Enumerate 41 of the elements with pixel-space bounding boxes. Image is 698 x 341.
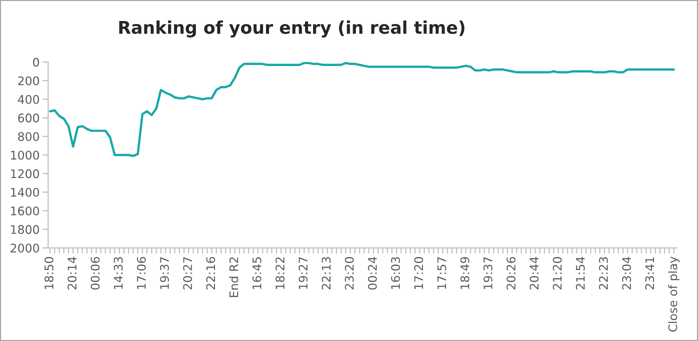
- x-tick-label: 22:13: [322, 257, 331, 290]
- x-tick-label: Close of play: [668, 256, 680, 332]
- x-tick-label: 00:06: [90, 256, 100, 290]
- x-tick-label: 16:45: [252, 257, 262, 289]
- x-tick-label: 23:20: [344, 257, 354, 290]
- x-tick-label: 17:20: [414, 257, 424, 289]
- y-tick-label: 0: [33, 58, 40, 67]
- x-tick-label: 23:04: [622, 256, 632, 290]
- x-tick-label: End R2: [229, 257, 238, 297]
- x-tick-label: 20:44: [530, 256, 539, 290]
- x-tick-label: 21:20: [552, 257, 562, 290]
- x-tick-label: 20:14: [68, 256, 77, 290]
- x-tick-label: 20:27: [183, 257, 192, 290]
- x-tick-label: 22:23: [599, 257, 608, 290]
- x-tick-label: 19:37: [160, 257, 169, 289]
- y-tick-label: 200: [18, 76, 40, 86]
- x-tick-label: 18:49: [460, 257, 470, 289]
- x-tick-label: 19:27: [298, 257, 308, 289]
- y-tick-label: 800: [18, 132, 40, 142]
- x-tick-label: 21:54: [576, 256, 585, 290]
- y-tick-label: 600: [18, 114, 40, 122]
- x-tick-label: 22:16: [206, 256, 216, 290]
- x-tick-label: 19:37: [483, 257, 492, 289]
- y-tick-label: 2000: [10, 244, 40, 253]
- x-tick-label: 18:22: [276, 257, 284, 289]
- chart-title: Ranking of your entry (in real time): [119, 20, 464, 38]
- x-tick-label: 20:26: [506, 256, 516, 290]
- x-tick-label: 16:03: [391, 257, 400, 289]
- x-tick-label: 17:06: [136, 256, 146, 289]
- x-tick-label: 17:57: [437, 257, 446, 289]
- x-tick-label: 18:50: [44, 257, 54, 289]
- y-tick-label: 1200: [11, 169, 40, 178]
- y-tick-label: 1600: [11, 206, 40, 216]
- x-tick-label: 14:33: [114, 257, 123, 289]
- y-tick-label: 1000: [11, 150, 40, 160]
- x-tick-label: 00:24: [368, 256, 377, 290]
- x-tick-label: 23:41: [645, 257, 654, 290]
- y-tick-label: 1800: [11, 225, 40, 234]
- y-tick-label: 400: [18, 94, 40, 104]
- line-series: [48, 62, 675, 158]
- y-tick-label: 1400: [11, 188, 40, 197]
